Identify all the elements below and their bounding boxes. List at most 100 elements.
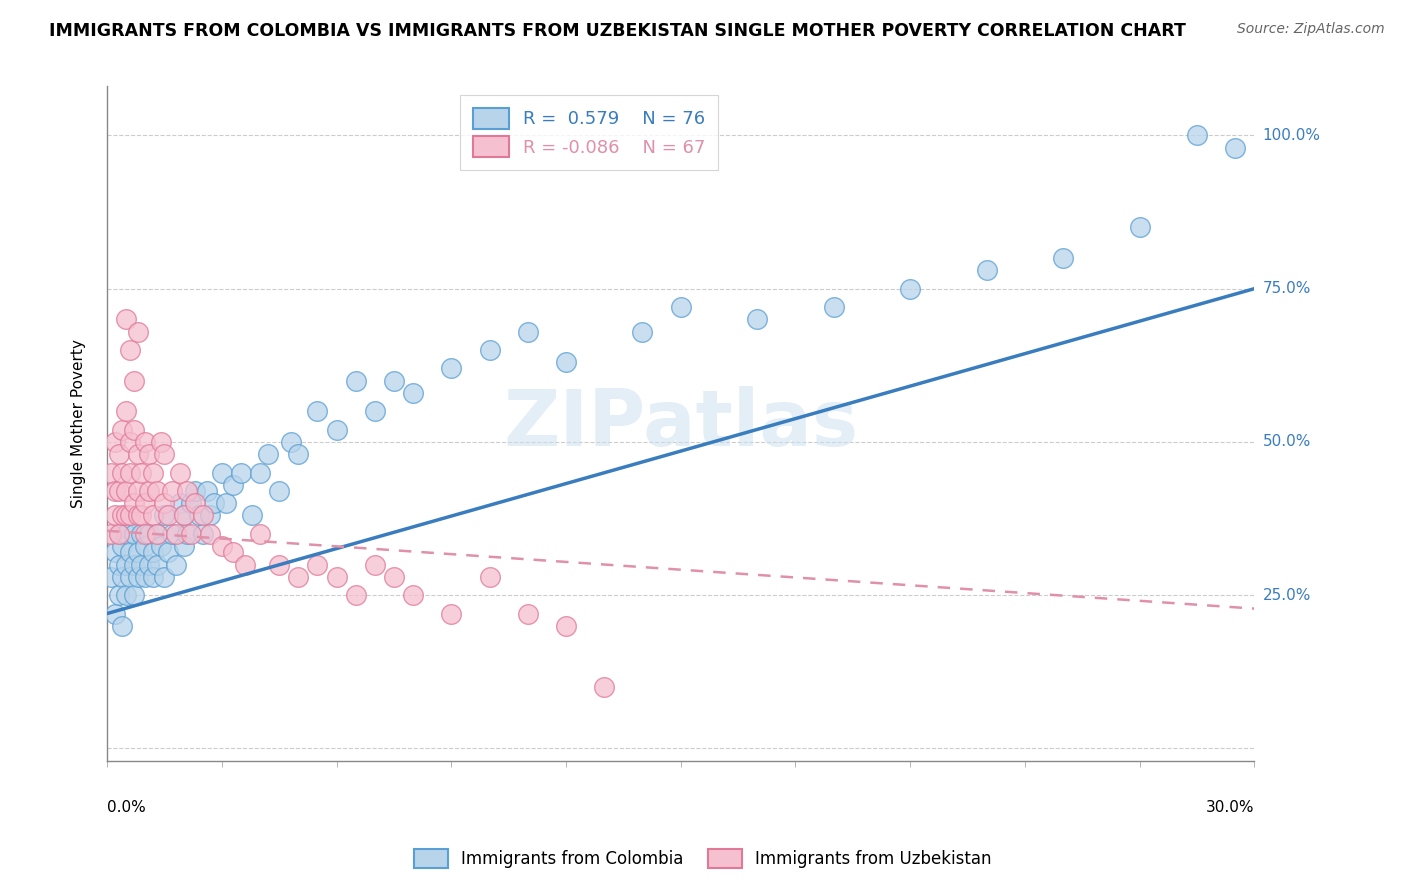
Point [118,545,141,559]
Point [169,496,191,510]
Point [115,558,138,572]
Point [104,508,127,523]
Point [382,570,405,584]
Point [111,466,134,480]
Point [138,558,160,572]
Point [134,570,156,584]
Point [1129,220,1152,235]
Point [138,483,160,498]
Point [187,508,209,523]
Point [176,526,198,541]
Point [127,483,149,498]
Point [1052,251,1074,265]
Point [107,526,129,541]
Point [249,466,271,480]
Point [440,361,463,376]
Text: 100.0%: 100.0% [1263,128,1320,143]
Point [134,526,156,541]
Point [127,447,149,461]
Point [118,343,141,357]
Point [280,434,302,449]
Point [195,483,218,498]
Point [153,570,176,584]
Point [200,526,222,541]
Point [115,404,138,418]
Legend: R =  0.579    N = 76, R = -0.086    N = 67: R = 0.579 N = 76, R = -0.086 N = 67 [460,95,718,169]
Point [287,570,309,584]
Point [287,447,309,461]
Point [211,466,233,480]
Point [153,447,176,461]
Point [146,558,169,572]
Text: 75.0%: 75.0% [1263,281,1310,296]
Point [200,508,222,523]
Point [111,619,134,633]
Point [214,496,236,510]
Point [122,496,145,510]
Point [134,496,156,510]
Point [233,558,256,572]
Point [142,508,165,523]
Point [747,312,769,326]
Point [184,496,207,510]
Point [107,483,129,498]
Point [122,374,145,388]
Point [307,404,329,418]
Point [165,526,187,541]
Point [478,570,501,584]
Text: 30.0%: 30.0% [1206,799,1254,814]
Point [100,466,122,480]
Point [516,607,538,621]
Legend: Immigrants from Colombia, Immigrants from Uzbekistan: Immigrants from Colombia, Immigrants fro… [408,842,998,875]
Text: IMMIGRANTS FROM COLOMBIA VS IMMIGRANTS FROM UZBEKISTAN SINGLE MOTHER POVERTY COR: IMMIGRANTS FROM COLOMBIA VS IMMIGRANTS F… [49,22,1187,40]
Point [222,545,245,559]
Point [176,483,198,498]
Point [107,447,129,461]
Point [149,434,172,449]
Point [191,526,214,541]
Point [344,588,367,602]
Y-axis label: Single Mother Poverty: Single Mother Poverty [72,339,86,508]
Text: 25.0%: 25.0% [1263,588,1310,603]
Point [478,343,501,357]
Point [211,539,233,553]
Point [169,466,191,480]
Point [146,526,169,541]
Point [111,539,134,553]
Point [104,545,127,559]
Point [138,526,160,541]
Point [976,263,998,277]
Point [107,588,129,602]
Point [269,483,291,498]
Text: Source: ZipAtlas.com: Source: ZipAtlas.com [1237,22,1385,37]
Point [173,508,195,523]
Point [307,558,329,572]
Point [364,404,387,418]
Point [229,466,252,480]
Point [325,423,347,437]
Point [107,526,129,541]
Point [127,508,149,523]
Point [669,300,692,314]
Point [555,355,578,369]
Point [131,508,153,523]
Point [160,526,183,541]
Point [593,680,616,694]
Point [180,496,202,510]
Point [115,508,138,523]
Point [202,496,225,510]
Point [122,558,145,572]
Point [222,478,245,492]
Point [118,466,141,480]
Point [122,588,145,602]
Point [122,526,145,541]
Point [157,508,180,523]
Point [153,508,176,523]
Point [402,588,425,602]
Point [153,496,176,510]
Point [127,325,149,339]
Point [344,374,367,388]
Point [100,570,122,584]
Point [131,526,153,541]
Point [173,508,195,523]
